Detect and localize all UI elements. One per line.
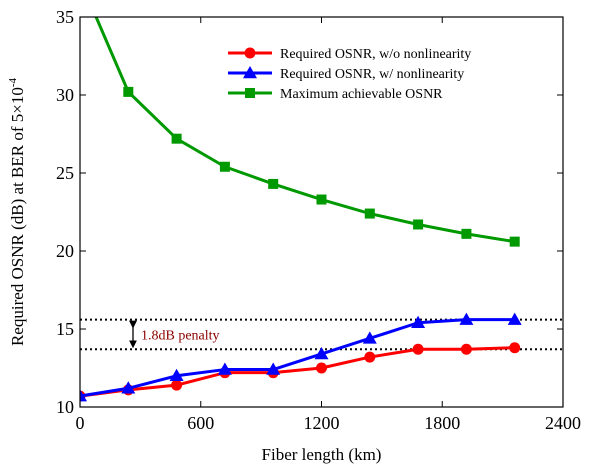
legend-item: Maximum achievable OSNR xyxy=(228,87,443,102)
series-square xyxy=(94,17,520,247)
data-point xyxy=(268,178,279,189)
data-point xyxy=(413,219,424,230)
y-axis-label-exponent: -4 xyxy=(7,77,19,87)
legend-label: Required OSNR, w/o nonlinearity xyxy=(280,47,471,62)
data-point xyxy=(219,161,230,172)
data-point xyxy=(169,368,184,382)
plot-frame xyxy=(79,16,564,408)
penalty-label: 1.8dB penalty xyxy=(141,328,220,343)
data-point xyxy=(411,315,426,329)
x-tick-label: 1800 xyxy=(424,413,460,433)
y-axis-ticks: 10 15 20 25 30 35 xyxy=(56,7,563,417)
data-point xyxy=(244,47,256,59)
data-point xyxy=(461,228,472,239)
series-line xyxy=(80,318,515,398)
y-tick-label: 35 xyxy=(56,7,74,27)
data-point xyxy=(459,312,474,325)
y-axis-label-main: Required OSNR (dB) at BER of 5×10 xyxy=(8,87,27,346)
data-point xyxy=(460,343,472,355)
data-point xyxy=(123,86,134,97)
data-point xyxy=(80,389,87,402)
series-circle xyxy=(80,342,521,402)
data-point xyxy=(509,236,520,247)
series-line xyxy=(94,17,515,244)
legend-label: Maximum achievable OSNR xyxy=(280,87,443,102)
x-axis-label: Fiber length (km) xyxy=(262,445,382,464)
data-point xyxy=(171,133,182,144)
legend-item: Required OSNR, w/o nonlinearity xyxy=(228,47,471,62)
data-point xyxy=(243,66,257,79)
data-point xyxy=(171,379,183,391)
y-tick-label: 10 xyxy=(56,397,74,417)
legend-item: Required OSNR, w/ nonlinearity xyxy=(228,66,464,82)
legend-label: Required OSNR, w/ nonlinearity xyxy=(280,67,464,82)
data-point xyxy=(266,362,281,375)
series-layer xyxy=(80,17,522,402)
series-line xyxy=(80,346,515,398)
data-point xyxy=(507,312,522,325)
data-point xyxy=(314,346,329,360)
x-tick-label: 2400 xyxy=(545,413,581,433)
y-tick-label: 25 xyxy=(56,163,74,183)
penalty-annotation: 1.8dB penalty xyxy=(129,320,220,349)
data-point xyxy=(364,351,376,363)
data-point xyxy=(316,194,327,205)
data-point xyxy=(364,208,375,219)
data-point xyxy=(362,331,377,344)
data-point xyxy=(316,362,327,374)
x-tick-label: 600 xyxy=(187,413,214,433)
y-axis-label: Required OSNR (dB) at BER of 5×10-4 xyxy=(7,77,27,346)
x-axis-ticks: 0 600 1200 1800 2400 xyxy=(76,17,581,433)
x-tick-label: 1200 xyxy=(304,413,340,433)
y-tick-label: 30 xyxy=(56,85,74,105)
data-point xyxy=(217,362,232,375)
y-tick-label: 20 xyxy=(56,241,74,261)
data-point xyxy=(509,342,521,354)
x-tick-label: 0 xyxy=(76,413,85,433)
y-tick-label: 15 xyxy=(56,319,74,339)
legend: Required OSNR, w/o nonlinearity Required … xyxy=(228,47,471,102)
series-triangle xyxy=(80,312,522,402)
data-point xyxy=(412,343,424,355)
data-point xyxy=(121,381,136,394)
data-point xyxy=(245,88,255,98)
